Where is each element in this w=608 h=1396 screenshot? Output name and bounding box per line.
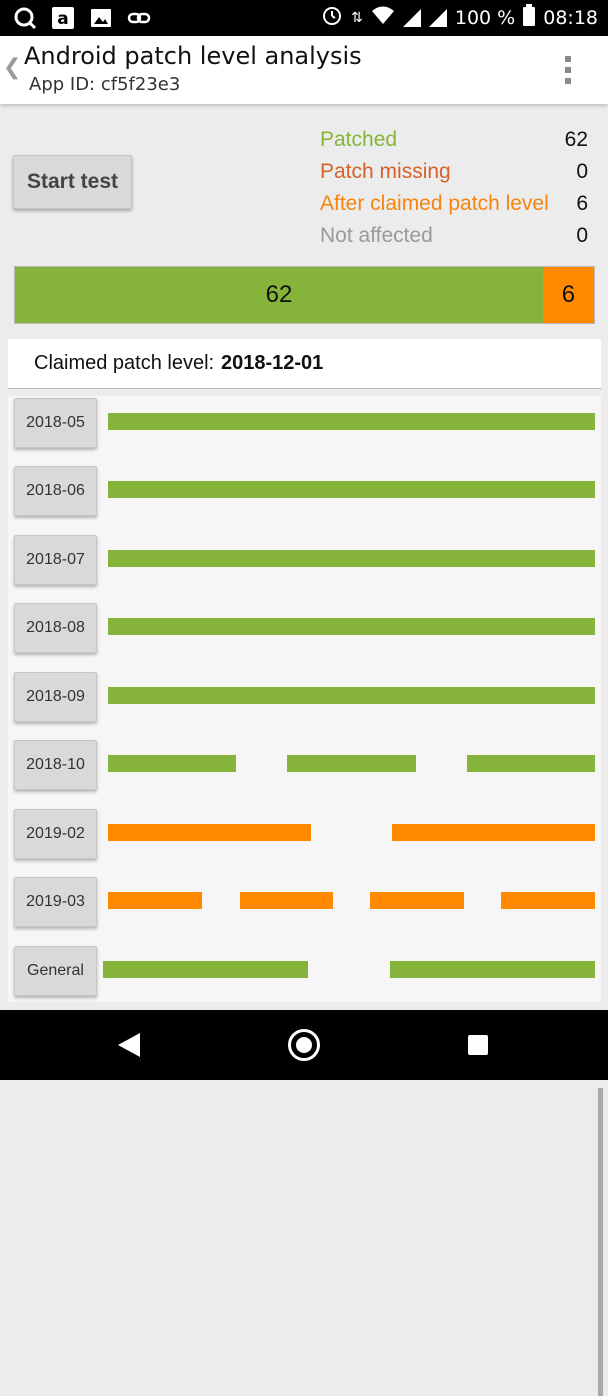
- legend-item-patch-missing: Patch missing 0: [320, 156, 588, 188]
- app-id: App ID: cf5f23e3: [29, 74, 181, 95]
- patch-status-bar: [103, 961, 308, 978]
- clock: 08:18: [543, 6, 598, 29]
- battery-icon: [523, 4, 536, 31]
- patch-status-bar: [108, 892, 202, 909]
- patch-status-bar: [392, 824, 595, 841]
- alarm-icon: [321, 4, 343, 31]
- legend-value: 0: [576, 224, 588, 247]
- month-button[interactable]: 2018-10: [14, 740, 97, 790]
- nav-recents-icon[interactable]: [468, 1035, 488, 1055]
- legend-label: Patch missing: [320, 160, 451, 183]
- month-button[interactable]: 2018-06: [14, 466, 97, 516]
- status-bar: a ⇅ 100 % 08:18: [0, 0, 608, 36]
- navigation-bar: [0, 1010, 608, 1080]
- legend-value: 6: [576, 192, 588, 215]
- svg-text:a: a: [57, 9, 68, 29]
- app-bar: ❮ Android patch level analysis App ID: c…: [0, 36, 608, 104]
- general-button[interactable]: General: [14, 946, 97, 996]
- patch-status-bar: [108, 413, 595, 430]
- legend-value: 0: [576, 160, 588, 183]
- month-button[interactable]: 2018-07: [14, 535, 97, 585]
- summary-segment-after-claimed: 6: [542, 267, 594, 323]
- data-arrows-icon: ⇅: [351, 9, 363, 26]
- scrollbar[interactable]: [598, 1088, 603, 1396]
- q-app-icon: [12, 5, 38, 31]
- image-icon: [88, 5, 114, 31]
- legend-label: Patched: [320, 128, 398, 151]
- patch-status-bar: [108, 481, 595, 498]
- nav-home-icon[interactable]: [288, 1029, 320, 1061]
- patch-status-bar: [287, 755, 416, 772]
- patch-status-bar: [108, 755, 236, 772]
- legend-item-patched: Patched 62: [320, 124, 588, 156]
- patch-status-bar: [370, 892, 464, 909]
- patch-status-bar: [108, 618, 595, 635]
- start-test-button[interactable]: Start test: [13, 155, 132, 209]
- patch-status-bar: [501, 892, 595, 909]
- month-button[interactable]: 2018-09: [14, 672, 97, 722]
- amazon-icon: a: [50, 5, 76, 31]
- nav-back-icon[interactable]: [118, 1033, 140, 1057]
- back-chevron-icon[interactable]: ❮: [3, 55, 22, 80]
- summary-value: 62: [265, 281, 293, 308]
- patch-list[interactable]: 2018-05 2018-06 2018-07 2018-08 2018-09 …: [8, 396, 603, 1396]
- legend: Patched 62 Patch missing 0 After claimed…: [320, 124, 588, 252]
- legend-label: Not affected: [320, 224, 433, 247]
- signal-icon: [402, 8, 421, 27]
- summary-value: 6: [561, 281, 576, 308]
- claimed-patch-level: Claimed patch level: 2018-12-01: [8, 339, 601, 389]
- claimed-label: Claimed patch level:: [34, 352, 215, 374]
- month-button[interactable]: 2019-03: [14, 877, 97, 927]
- signal-icon: [428, 8, 447, 27]
- patch-status-bar: [240, 892, 333, 909]
- month-button[interactable]: 2019-02: [14, 809, 97, 859]
- patch-status-bar: [108, 824, 311, 841]
- legend-value: 62: [564, 128, 588, 151]
- patch-status-bar: [467, 755, 595, 772]
- link-icon: [126, 5, 152, 31]
- battery-text: 100 %: [454, 6, 516, 29]
- month-button[interactable]: 2018-08: [14, 603, 97, 653]
- summary-bar: 62 6: [14, 266, 595, 324]
- overflow-menu-icon[interactable]: [558, 52, 578, 88]
- patch-status-bar: [390, 961, 595, 978]
- month-button[interactable]: 2018-05: [14, 398, 97, 448]
- page-title: Android patch level analysis: [24, 42, 362, 70]
- patch-status-bar: [108, 687, 595, 704]
- legend-item-after-claimed: After claimed patch level 6: [320, 188, 588, 220]
- summary-segment-patched: 62: [15, 267, 543, 323]
- claimed-value: 2018-12-01: [221, 352, 324, 374]
- legend-label: After claimed patch level: [320, 192, 549, 215]
- legend-item-not-affected: Not affected 0: [320, 220, 588, 252]
- patch-status-bar: [108, 550, 595, 567]
- wifi-icon: [371, 5, 395, 30]
